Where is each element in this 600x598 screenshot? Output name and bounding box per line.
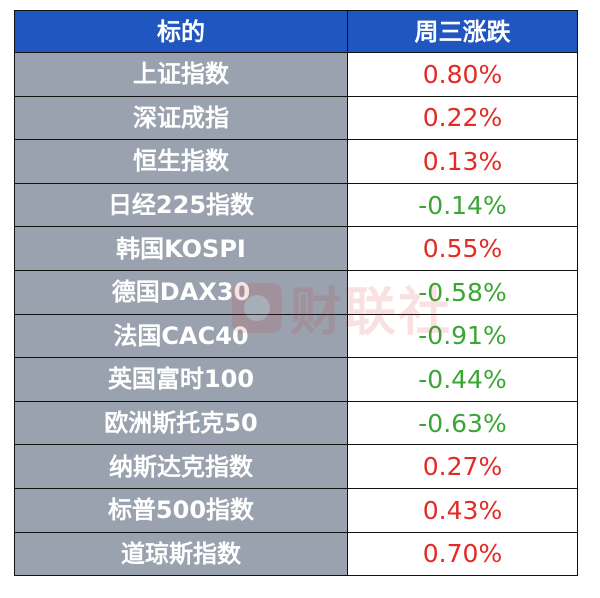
- table-row: 英国富时100 -0.44%: [14, 357, 578, 402]
- table-row: 深证成指 0.22%: [14, 95, 578, 141]
- change-value-cell: 0.80%: [347, 52, 578, 97]
- index-name-cell: 纳斯达克指数: [14, 444, 348, 489]
- change-value-cell: -0.58%: [347, 269, 578, 315]
- table-row: 标普500指数 0.43%: [14, 487, 578, 533]
- index-name-cell: 道琼斯指数: [14, 531, 348, 577]
- table-row: 德国DAX30 -0.58%: [14, 269, 578, 315]
- change-value-cell: -0.44%: [347, 357, 578, 402]
- header-index-name: 标的: [14, 10, 348, 53]
- change-value-cell: 0.13%: [347, 139, 578, 184]
- table-row: 法国CAC40 -0.91%: [14, 313, 578, 359]
- change-value-cell: 0.22%: [347, 95, 578, 141]
- table-row: 上证指数 0.80%: [14, 52, 578, 97]
- index-name-cell: 日经225指数: [14, 182, 348, 228]
- index-name-cell: 上证指数: [14, 52, 348, 97]
- index-name-cell: 恒生指数: [14, 139, 348, 184]
- table-row: 韩国KOSPI 0.55%: [14, 226, 578, 271]
- index-name-cell: 深证成指: [14, 95, 348, 141]
- index-name-cell: 韩国KOSPI: [14, 226, 348, 271]
- index-name-cell: 法国CAC40: [14, 313, 348, 359]
- change-value-cell: -0.91%: [347, 313, 578, 359]
- change-value-cell: 0.55%: [347, 226, 578, 271]
- change-value-cell: 0.27%: [347, 444, 578, 489]
- index-name-cell: 英国富时100: [14, 357, 348, 402]
- index-name-cell: 德国DAX30: [14, 269, 348, 315]
- change-value-cell: 0.43%: [347, 487, 578, 533]
- change-value-cell: -0.14%: [347, 182, 578, 228]
- table-header-row: 标的 周三涨跌: [14, 10, 578, 53]
- index-change-table: 标的 周三涨跌 上证指数 0.80% 深证成指 0.22% 恒生指数 0.13%…: [14, 10, 578, 577]
- table-row: 纳斯达克指数 0.27%: [14, 444, 578, 489]
- index-name-cell: 标普500指数: [14, 487, 348, 533]
- index-change-table-container: 标的 周三涨跌 上证指数 0.80% 深证成指 0.22% 恒生指数 0.13%…: [14, 10, 578, 577]
- change-value-cell: -0.63%: [347, 400, 578, 446]
- table-row: 道琼斯指数 0.70%: [14, 531, 578, 577]
- table-row: 欧洲斯托克50 -0.63%: [14, 400, 578, 446]
- table-row: 恒生指数 0.13%: [14, 139, 578, 184]
- change-value-cell: 0.70%: [347, 531, 578, 577]
- header-wednesday-change: 周三涨跌: [347, 10, 578, 53]
- table-row: 日经225指数 -0.14%: [14, 182, 578, 228]
- index-name-cell: 欧洲斯托克50: [14, 400, 348, 446]
